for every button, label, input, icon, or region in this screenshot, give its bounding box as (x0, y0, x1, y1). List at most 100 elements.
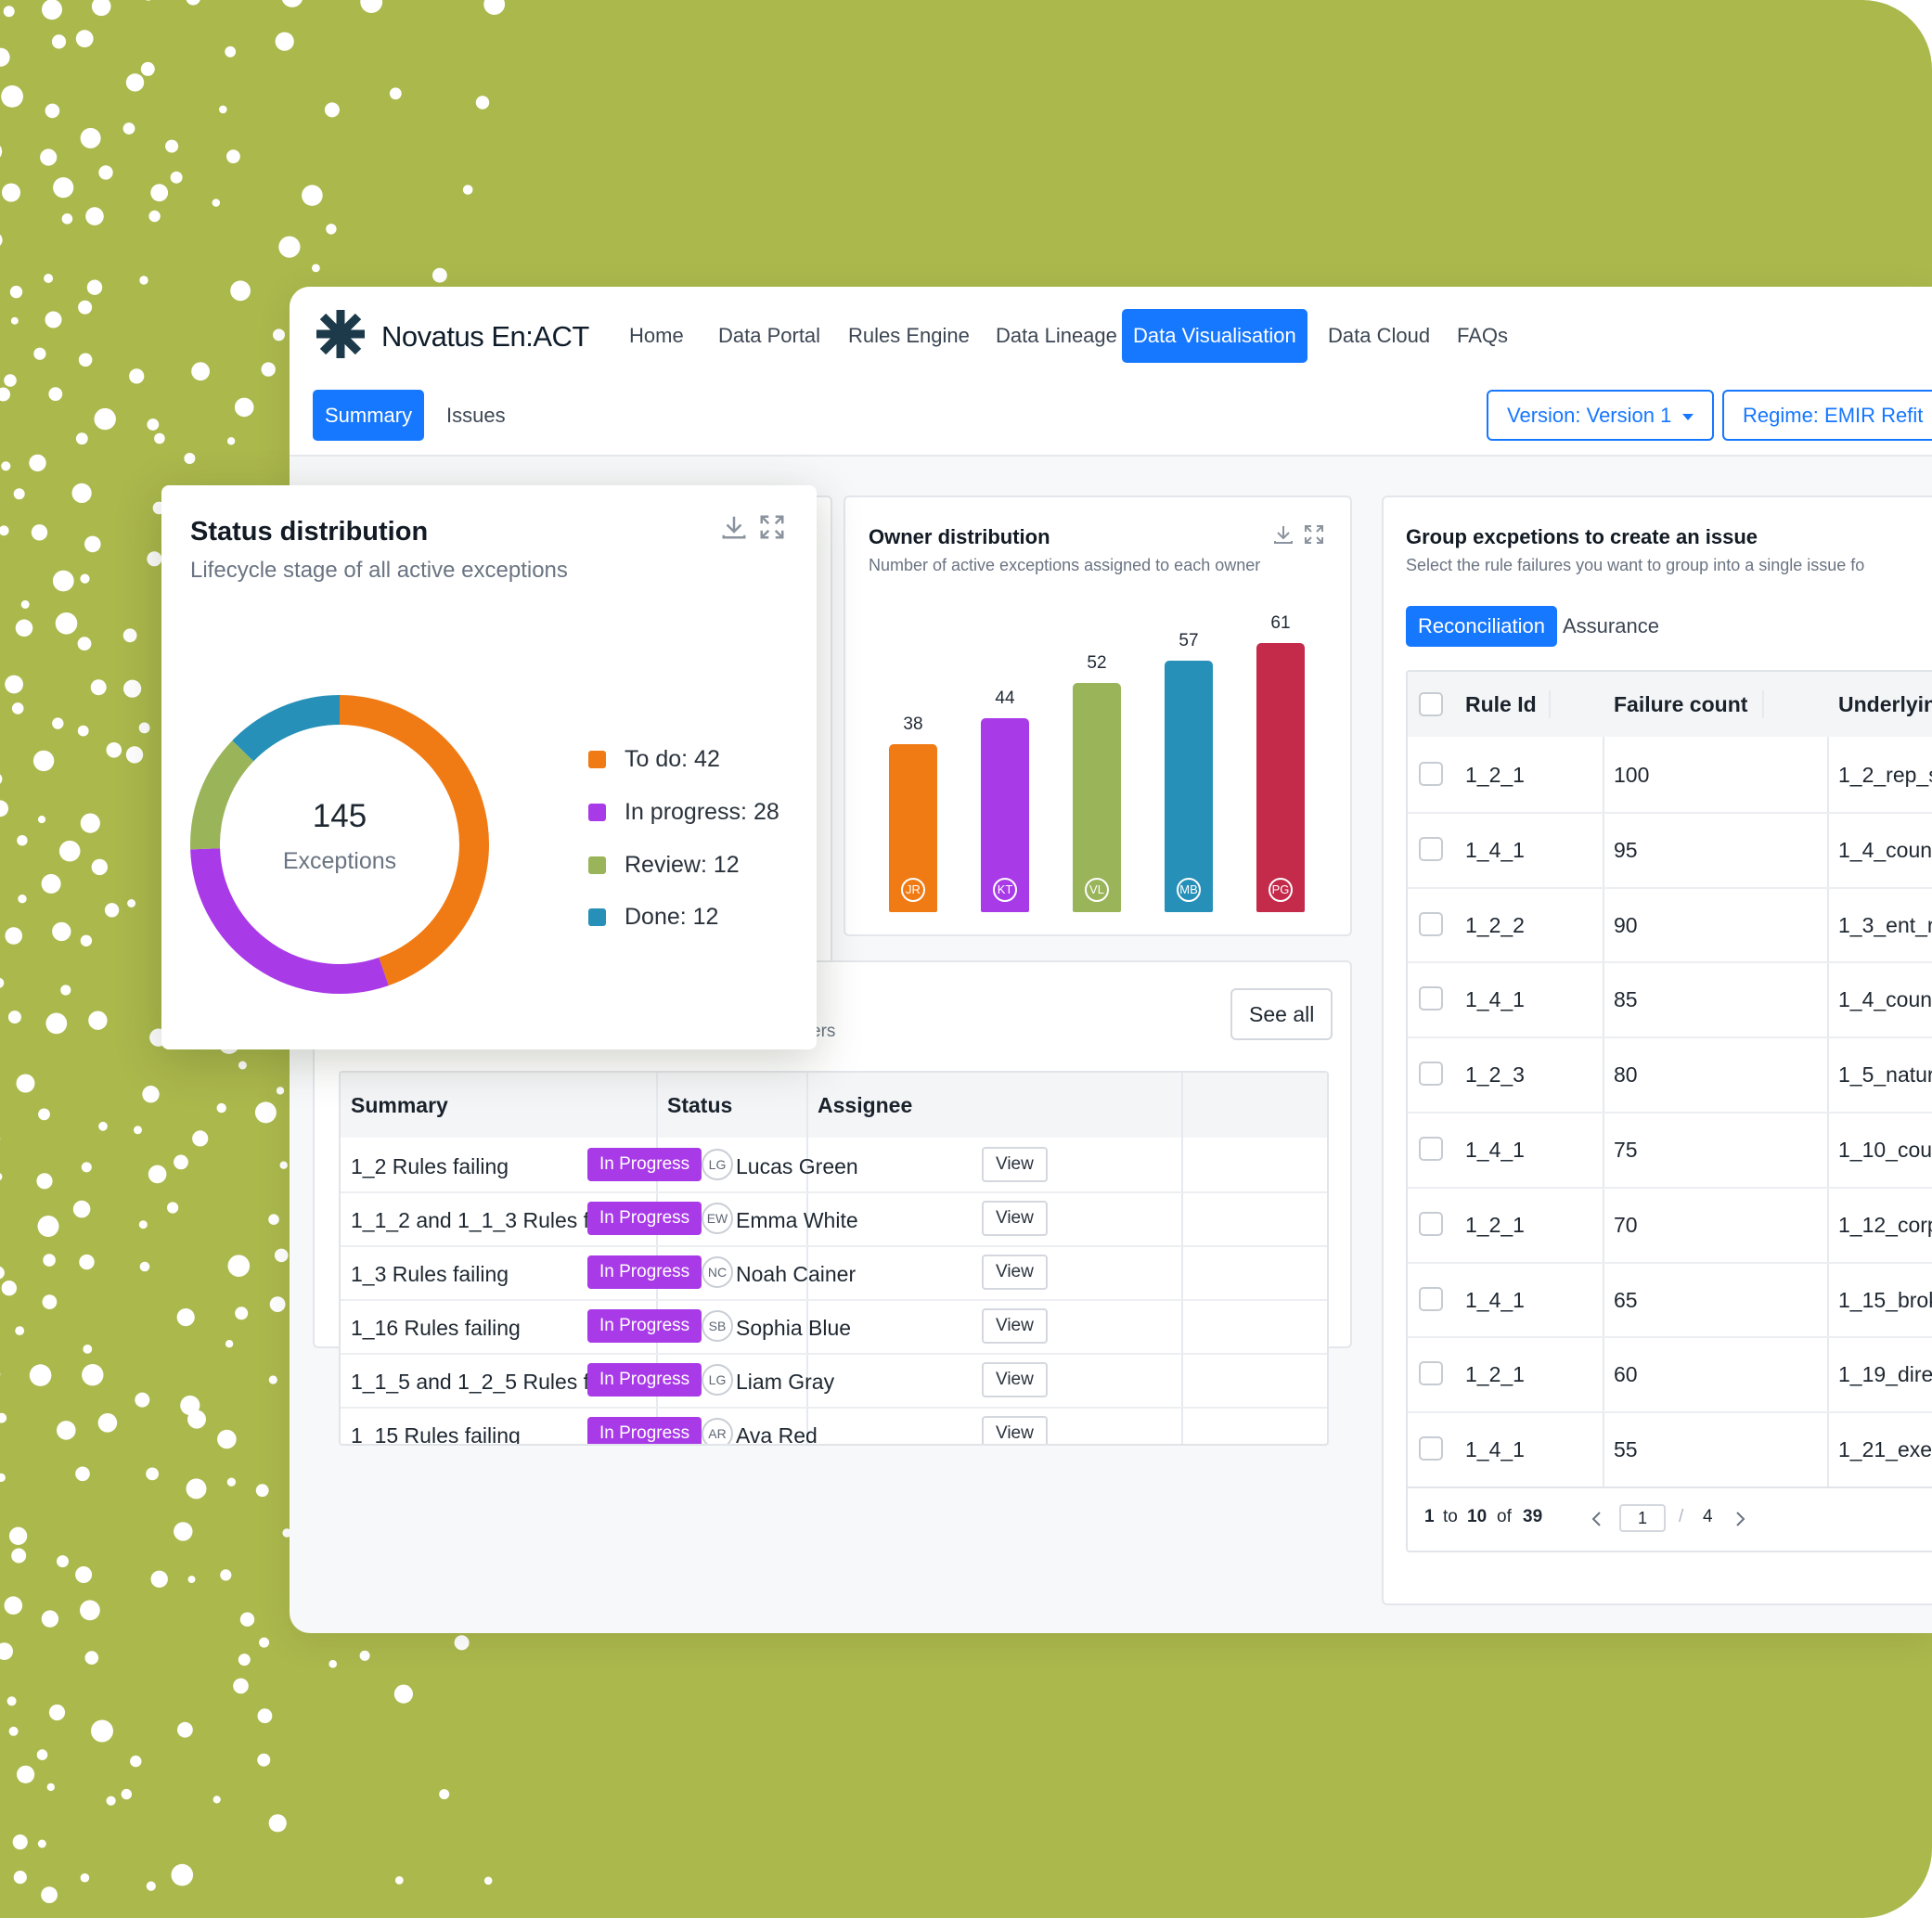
nav-data-visualisation[interactable]: Data Visualisation (1122, 309, 1307, 363)
decorative-dot (15, 619, 33, 637)
nav-data-cloud[interactable]: Data Cloud (1328, 324, 1431, 347)
nav-data-lineage[interactable]: Data Lineage (996, 324, 1117, 347)
failure-count: 75 (1614, 1138, 1638, 1162)
decorative-dot (432, 267, 447, 283)
underlying-field: 1_15_brok (1838, 1287, 1932, 1312)
row-checkbox[interactable] (1419, 1137, 1443, 1161)
decorative-dot (91, 0, 111, 17)
row-checkbox[interactable] (1419, 1211, 1443, 1236)
version-select[interactable]: Version: Version 1 (1487, 390, 1715, 441)
tab-summary[interactable]: Summary (313, 390, 425, 441)
decorative-dot (326, 224, 337, 235)
owner-avatar: VL (1085, 878, 1109, 902)
bar (1165, 661, 1213, 912)
nav-home[interactable]: Home (629, 324, 684, 347)
decorative-dot (125, 746, 144, 764)
decorative-dot (80, 573, 90, 584)
page-number-input[interactable]: 1 (1619, 1504, 1666, 1532)
bar-value-label: 52 (1087, 652, 1107, 673)
download-icon[interactable] (720, 513, 748, 541)
legend-label: In progress: 28 (625, 799, 779, 825)
col-assignee: Assignee (818, 1093, 913, 1117)
decorative-dot (184, 453, 196, 464)
row-divider (1408, 1036, 1932, 1039)
column-divider (806, 1073, 808, 1444)
download-icon[interactable] (1272, 523, 1294, 546)
pagination-from: 1 (1424, 1507, 1435, 1526)
row-divider (1408, 1411, 1932, 1414)
view-button[interactable]: View (982, 1201, 1048, 1236)
failure-count: 60 (1614, 1362, 1638, 1387)
decorative-dot (483, 0, 506, 15)
failure-count: 55 (1614, 1437, 1638, 1462)
underlying-field: 1_5_natur (1838, 1062, 1932, 1088)
expand-icon[interactable] (758, 513, 786, 541)
underlying-field: 1_2_rep_s (1838, 763, 1932, 787)
decorative-dot (45, 103, 60, 119)
column-divider (1762, 690, 1764, 718)
owner-avatar: JR (901, 878, 925, 902)
col-rule-id: Rule Id (1465, 692, 1537, 716)
decorative-dot (3, 6, 15, 18)
decorative-dot (226, 149, 240, 164)
chevron-right-icon[interactable] (1732, 1511, 1747, 1527)
view-button[interactable]: View (982, 1308, 1048, 1344)
chevron-left-icon[interactable] (1590, 1511, 1604, 1527)
decorative-dot (61, 213, 73, 225)
row-checkbox[interactable] (1419, 762, 1443, 786)
decorative-dot (394, 1876, 404, 1885)
nav-faqs[interactable]: FAQs (1457, 324, 1509, 347)
row-checkbox[interactable] (1419, 986, 1443, 1011)
regime-select[interactable]: Regime: EMIR Refit (1722, 390, 1932, 441)
row-checkbox[interactable] (1419, 911, 1443, 936)
donut-center-label: Exceptions (282, 848, 397, 874)
decorative-dot (52, 921, 71, 942)
row-checkbox[interactable] (1419, 1436, 1443, 1461)
nav-data-portal[interactable]: Data Portal (718, 324, 821, 347)
decorative-dot (10, 316, 19, 325)
expand-icon[interactable] (1303, 523, 1325, 546)
decorative-dot (0, 234, 3, 246)
see-all-button[interactable]: See all (1230, 988, 1333, 1040)
decorative-dot (0, 1642, 13, 1660)
decorative-dot (462, 185, 473, 195)
tab-assurance[interactable]: Assurance (1563, 614, 1659, 637)
tab-reconciliation[interactable]: Reconciliation (1406, 606, 1557, 647)
bar-value-label: 61 (1270, 613, 1291, 633)
tab-issues[interactable]: Issues (446, 404, 506, 427)
view-button[interactable]: View (982, 1255, 1048, 1290)
row-checkbox[interactable] (1419, 1062, 1443, 1087)
view-button[interactable]: View (982, 1416, 1048, 1444)
select-all-checkbox[interactable] (1419, 692, 1443, 716)
decorative-dot (52, 570, 74, 592)
underlying-field: 1_19_direc (1838, 1362, 1932, 1387)
decorative-dot (41, 1886, 58, 1903)
decorative-dot (123, 679, 142, 698)
decorative-dot (146, 1881, 156, 1891)
pagination-total: 39 (1523, 1507, 1543, 1526)
owner-card-subtitle: Number of active exceptions assigned to … (869, 556, 1261, 574)
view-button[interactable]: View (982, 1362, 1048, 1397)
legend-item: Done: 12 (588, 904, 718, 931)
underlying-field: 1_21_exec (1838, 1437, 1932, 1462)
decorative-dot (139, 1261, 150, 1272)
decorative-dot (269, 1296, 286, 1312)
brand-name: Novatus En:ACT (381, 320, 589, 353)
decorative-dot (140, 61, 155, 76)
table-row: 1_1_2 and 1_1_3 Rules failing In Progress… (341, 1191, 1327, 1245)
decorative-dot (17, 1765, 35, 1783)
decorative-dot (41, 1610, 59, 1628)
decorative-dot (7, 1010, 21, 1024)
decorative-dot (44, 274, 54, 283)
decorative-dot (37, 1839, 46, 1848)
row-checkbox[interactable] (1419, 1286, 1443, 1311)
decorative-dot (72, 1200, 91, 1218)
rule-id: 1_2_3 (1465, 1062, 1525, 1088)
view-button[interactable]: View (982, 1147, 1048, 1182)
row-checkbox[interactable] (1419, 836, 1443, 861)
row-checkbox[interactable] (1419, 1361, 1443, 1386)
legend-label: Done: 12 (625, 904, 719, 930)
row-divider (341, 1299, 1327, 1301)
nav-rules-engine[interactable]: Rules Engine (848, 324, 970, 347)
decorative-dot (36, 1749, 48, 1760)
